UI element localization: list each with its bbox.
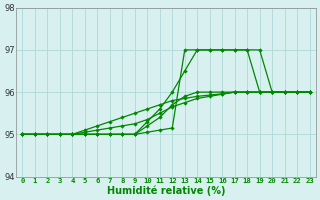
- X-axis label: Humidité relative (%): Humidité relative (%): [107, 185, 225, 196]
